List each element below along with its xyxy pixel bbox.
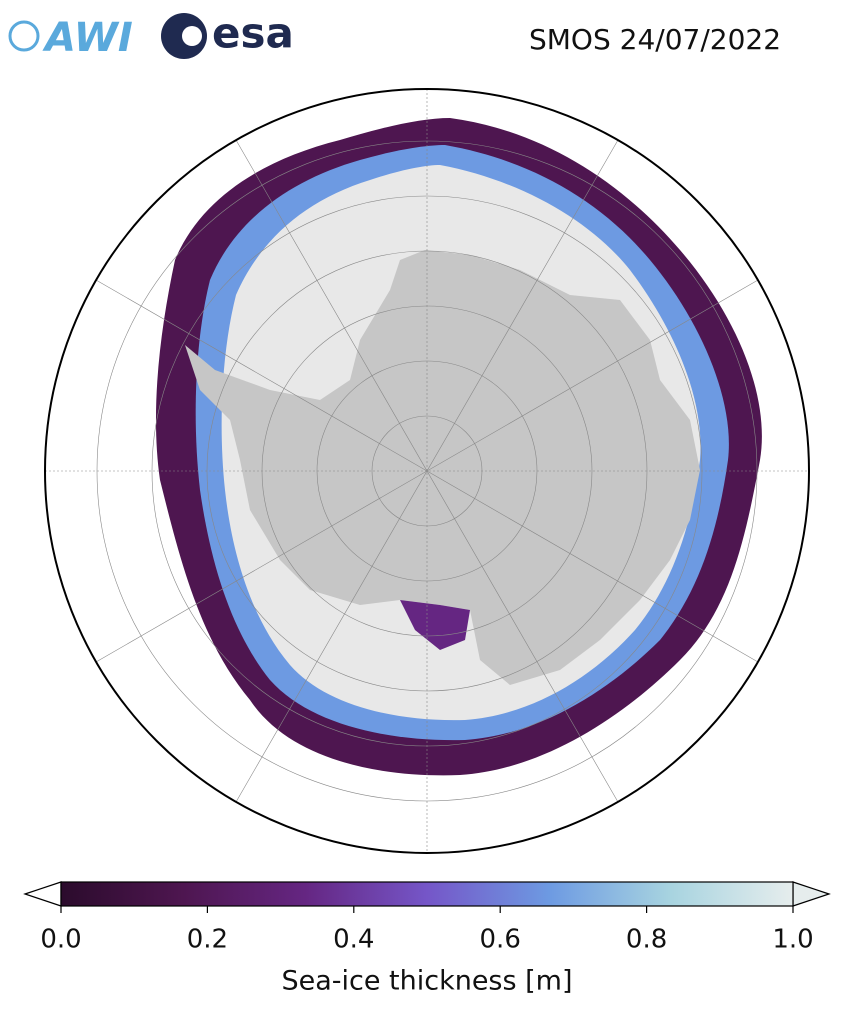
colorbar [23, 881, 831, 913]
colorbar-tick-label: 1.0 [772, 925, 813, 955]
colorbar-tick-label: 0.6 [480, 925, 521, 955]
colorbar-tick-label: 0.4 [333, 925, 374, 955]
title: SMOS 24/07/2022 [529, 23, 781, 56]
ross-sea-ice [400, 600, 470, 650]
colorbar-extend-high [792, 881, 831, 907]
esa-logo-mark-inner [182, 26, 202, 46]
map-frame [44, 88, 810, 854]
map [45, 89, 809, 853]
colorbar-tick-label: 0.8 [626, 925, 667, 955]
logos: AWI esa [8, 9, 294, 61]
awi-logo: AWI [42, 15, 133, 61]
awi-logo-mark [8, 20, 40, 52]
colorbar-tick-label: 0.2 [187, 925, 228, 955]
graticule [45, 89, 809, 853]
colorbar-bar [60, 881, 794, 907]
colorbar-extend-low [23, 881, 62, 907]
colorbar-tick-label: 0.0 [40, 925, 81, 955]
antarctica [185, 250, 700, 685]
esa-logo: esa [212, 9, 294, 58]
colorbar-label: Sea-ice thickness [m] [281, 966, 572, 997]
